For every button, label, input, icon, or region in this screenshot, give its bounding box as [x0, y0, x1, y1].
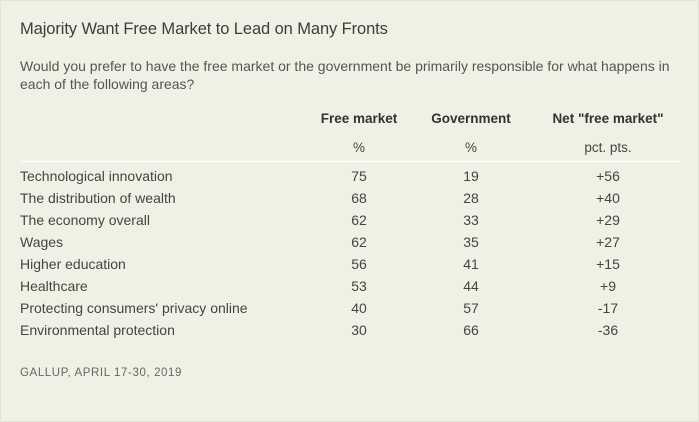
row-label: Environmental protection [20, 322, 175, 338]
free-market-value: 56 [351, 256, 367, 272]
net-value: +15 [596, 256, 620, 272]
header-free-market: Free market [320, 111, 398, 126]
net-value: +9 [600, 278, 616, 294]
free-market-value: 62 [351, 212, 367, 228]
row-label: The economy overall [20, 212, 150, 228]
source-note: GALLUP, APRIL 17-30, 2019 [20, 367, 183, 379]
net-value: +56 [596, 168, 620, 184]
government-value: 19 [463, 168, 479, 184]
row-label: Healthcare [20, 278, 88, 294]
net-value: +29 [596, 212, 620, 228]
row-label: The distribution of wealth [20, 190, 176, 206]
free-market-value: 40 [351, 300, 367, 316]
table-title: Majority Want Free Market to Lead on Man… [20, 20, 388, 38]
table-row: Wages 62 35 +27 [1, 232, 698, 254]
government-value: 28 [463, 190, 479, 206]
table-subtitle: Would you prefer to have the free market… [20, 58, 670, 92]
free-market-value: 68 [351, 190, 367, 206]
net-value: -36 [597, 322, 619, 338]
free-market-value: 53 [351, 278, 367, 294]
net-value: +40 [596, 190, 620, 206]
row-label: Higher education [20, 256, 126, 272]
table-row: Higher education 56 41 +15 [1, 254, 698, 276]
header-divider [20, 161, 680, 162]
table-row: The distribution of wealth 68 28 +40 [1, 188, 698, 210]
government-value: 35 [463, 234, 479, 250]
unit-net: pct. pts. [584, 140, 632, 155]
free-market-value: 30 [351, 322, 367, 338]
row-label: Technological innovation [20, 168, 173, 184]
table-row: Environmental protection 30 66 -36 [1, 320, 698, 342]
net-value: +27 [596, 234, 620, 250]
government-value: 66 [463, 322, 479, 338]
table-row: Healthcare 53 44 +9 [1, 276, 698, 298]
net-value: -17 [597, 300, 619, 316]
unit-government: % [464, 140, 477, 155]
table-body: Technological innovation 75 19 +56 The d… [1, 166, 698, 342]
table-row: Protecting consumers' privacy online 40 … [1, 298, 698, 320]
row-label: Wages [20, 234, 64, 250]
free-market-value: 75 [351, 168, 367, 184]
row-label: Protecting consumers' privacy online [20, 300, 248, 316]
government-value: 44 [463, 278, 479, 294]
government-value: 41 [463, 256, 479, 272]
header-net-free-market: Net "free market" [552, 111, 664, 126]
government-value: 33 [463, 212, 479, 228]
government-value: 57 [463, 300, 479, 316]
header-government: Government [431, 111, 511, 126]
free-market-value: 62 [351, 234, 367, 250]
unit-free-market: % [352, 140, 365, 155]
table-row: The economy overall 62 33 +29 [1, 210, 698, 232]
table-row: Technological innovation 75 19 +56 [1, 166, 698, 188]
